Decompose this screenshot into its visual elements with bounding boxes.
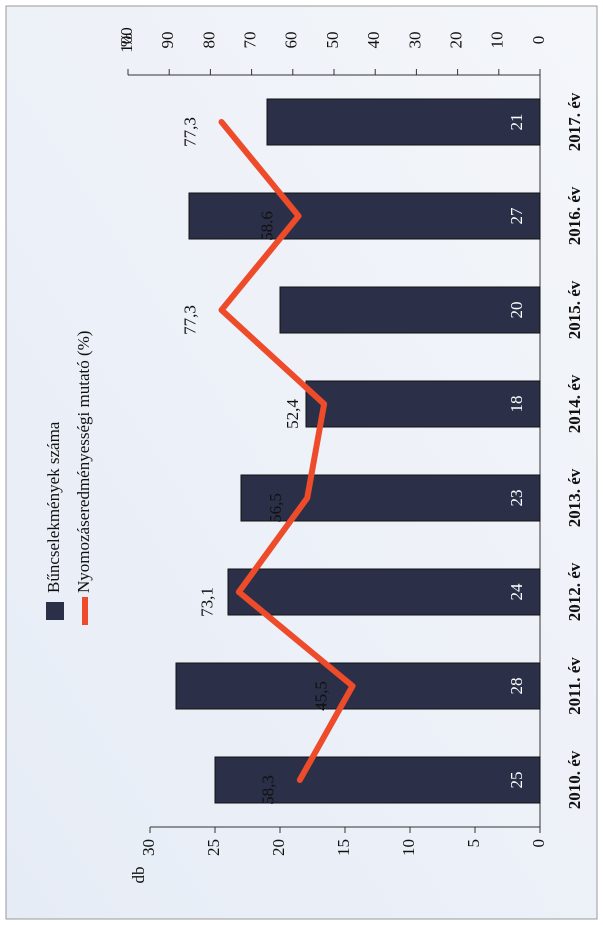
y-tick-label: 0 <box>529 839 548 848</box>
bar-label: 27 <box>507 207 526 225</box>
y2-tick-label: 20 <box>447 32 466 49</box>
line-label: 56,5 <box>266 493 285 523</box>
x-tick-label: 2012. év <box>565 562 584 621</box>
bar <box>227 568 541 616</box>
line-label: 77,3 <box>180 305 199 335</box>
y2-tick-label: 0 <box>529 36 548 45</box>
bar-label: 25 <box>507 772 526 789</box>
x-tick-label: 2011. év <box>565 657 584 715</box>
y-tick-label: 25 <box>204 839 223 856</box>
y-tick-label: 20 <box>269 839 288 856</box>
x-tick-label: 2016. év <box>565 186 584 245</box>
bar-label: 24 <box>507 583 526 601</box>
y2-tick-label: 40 <box>364 32 383 49</box>
bar-label: 23 <box>507 490 526 507</box>
bar-label: 21 <box>507 114 526 131</box>
y2-tick-label: 60 <box>282 32 301 49</box>
y-tick-label: 30 <box>139 839 158 856</box>
bar <box>240 474 541 522</box>
bar <box>279 286 541 334</box>
bar <box>266 98 541 146</box>
bar <box>175 662 541 710</box>
line-label: 58.6 <box>257 211 276 241</box>
y2-tick-label: 10 <box>488 32 507 49</box>
y2-tick-label: 70 <box>241 32 260 49</box>
y-axis-label: db <box>129 867 148 884</box>
bar <box>188 192 541 240</box>
legend-swatch <box>46 602 64 620</box>
y-tick-label: 10 <box>399 839 418 856</box>
line-label: 73,1 <box>198 587 217 617</box>
line <box>218 119 356 783</box>
x-tick-label: 2017. év <box>565 92 584 151</box>
bar <box>214 756 541 804</box>
x-tick-label: 2013. év <box>565 468 584 527</box>
line-label: 58,3 <box>259 775 278 805</box>
y2-tick-label: 50 <box>323 32 342 49</box>
line-label: 45,5 <box>311 681 330 711</box>
bar-label: 18 <box>507 396 526 413</box>
y-tick-label: 5 <box>464 839 483 848</box>
x-tick-label: 2015. év <box>565 280 584 339</box>
line-label: 52,4 <box>283 399 302 429</box>
legend-label: Bűncselekmények száma <box>44 421 63 593</box>
bar-label: 28 <box>507 678 526 695</box>
y2-tick-label: 90 <box>158 32 177 49</box>
x-tick-label: 2014. év <box>565 374 584 433</box>
legend-label: Nyomozáseredményességi mutató (%) <box>74 331 93 593</box>
y2-tick-label: 30 <box>405 32 424 49</box>
y2-axis-label: % <box>117 33 136 47</box>
y2-tick-label: 100 <box>117 27 136 53</box>
y2-tick-label: 80 <box>199 32 218 49</box>
x-tick-label: 2010. év <box>565 750 584 809</box>
line-label: 77,3 <box>180 117 199 147</box>
bar <box>305 380 541 428</box>
bar-label: 20 <box>507 302 526 319</box>
y-tick-label: 15 <box>334 839 353 856</box>
